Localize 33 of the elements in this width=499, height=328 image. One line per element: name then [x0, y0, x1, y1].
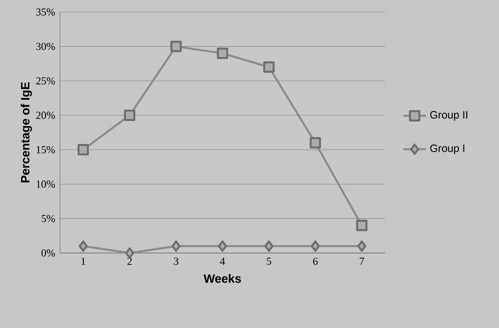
point [310, 240, 320, 252]
point [357, 240, 366, 252]
x-tick-label: 4 [220, 258, 225, 265]
y-tick-label: 0% [41, 249, 55, 257]
point [78, 240, 88, 252]
legend-label: Group I [430, 144, 464, 154]
y-tick-label: 10% [36, 180, 55, 188]
x-tick-label: 3 [174, 258, 178, 265]
point [356, 220, 368, 232]
x-tick-label: 5 [266, 258, 272, 265]
x-tick-label: 1 [81, 258, 86, 265]
x-tick-label: 2 [127, 258, 132, 265]
y-tick-label: 25% [36, 77, 55, 84]
point [218, 240, 227, 252]
point [216, 48, 228, 59]
point [263, 61, 275, 73]
y-tick-label: 30% [36, 42, 55, 50]
point [310, 137, 322, 148]
x-tick-label: 7 [360, 258, 364, 265]
point [170, 40, 182, 52]
y-tick-label: 5% [42, 214, 55, 222]
x-axis-title: Weeks [204, 274, 241, 283]
point [172, 240, 181, 252]
point [78, 144, 89, 156]
y-axis-title: Percentage of IgE [20, 82, 32, 182]
y-tick-label: 20% [36, 112, 55, 119]
x-tick-label: 6 [313, 258, 318, 265]
y-tick-label: 15% [36, 146, 55, 154]
legend-label: Group II [430, 111, 468, 121]
point [264, 240, 274, 252]
point [125, 247, 134, 259]
y-tick-label: 35% [36, 8, 55, 16]
point [124, 110, 136, 121]
